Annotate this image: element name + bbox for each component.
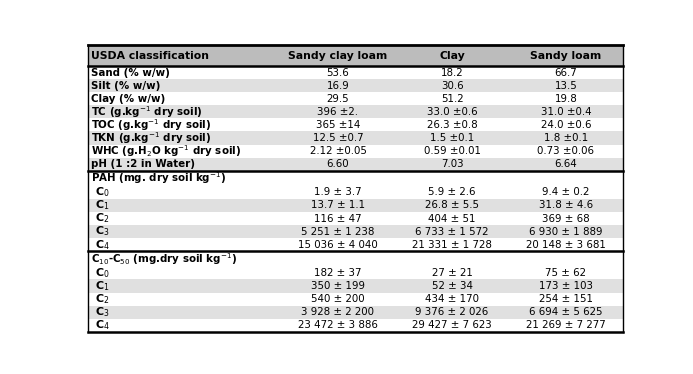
Text: 51.2: 51.2 xyxy=(441,94,464,104)
Text: Sandy clay loam: Sandy clay loam xyxy=(288,51,387,61)
Text: C$_3$: C$_3$ xyxy=(95,305,109,319)
Bar xyxy=(88,186,622,199)
Text: 18.2: 18.2 xyxy=(441,68,464,78)
Text: 9 376 ± 2 026: 9 376 ± 2 026 xyxy=(416,307,489,317)
Bar xyxy=(88,306,622,319)
Bar xyxy=(88,46,622,66)
Bar xyxy=(88,66,622,79)
Bar xyxy=(88,319,622,332)
Bar xyxy=(88,144,622,157)
Text: 404 ± 51: 404 ± 51 xyxy=(428,214,476,224)
Bar xyxy=(88,238,622,251)
Text: 1.5 ±0.1: 1.5 ±0.1 xyxy=(430,133,474,143)
Text: C$_4$: C$_4$ xyxy=(95,318,110,332)
Bar xyxy=(88,251,622,266)
Text: 20 148 ± 3 681: 20 148 ± 3 681 xyxy=(526,240,606,250)
Text: TC (g.kg$^{-1}$ dry soil): TC (g.kg$^{-1}$ dry soil) xyxy=(91,104,202,120)
Text: 21 269 ± 7 277: 21 269 ± 7 277 xyxy=(526,320,606,330)
Text: C$_4$: C$_4$ xyxy=(95,238,110,252)
Text: C$_2$: C$_2$ xyxy=(95,212,109,226)
Text: 16.9: 16.9 xyxy=(326,81,349,91)
Text: 369 ± 68: 369 ± 68 xyxy=(542,214,590,224)
Text: Clay (% w/w): Clay (% w/w) xyxy=(91,94,165,104)
Text: 6.64: 6.64 xyxy=(554,159,577,169)
Text: 116 ± 47: 116 ± 47 xyxy=(314,214,362,224)
Text: C$_1$: C$_1$ xyxy=(95,199,109,212)
Text: 2.12 ±0.05: 2.12 ±0.05 xyxy=(310,146,367,156)
Text: Silt (% w/w): Silt (% w/w) xyxy=(91,81,160,91)
Text: 27 ± 21: 27 ± 21 xyxy=(432,268,473,278)
Text: C$_2$: C$_2$ xyxy=(95,292,109,306)
Text: 21 331 ± 1 728: 21 331 ± 1 728 xyxy=(412,240,492,250)
Text: PAH (mg. dry soil kg$^{-1}$): PAH (mg. dry soil kg$^{-1}$) xyxy=(91,170,226,186)
Text: C$_{10}$-C$_{50}$ (mg.dry soil kg$^{-1}$): C$_{10}$-C$_{50}$ (mg.dry soil kg$^{-1}$… xyxy=(91,251,237,267)
Text: 396 ±2.: 396 ±2. xyxy=(317,107,358,117)
Text: 29 427 ± 7 623: 29 427 ± 7 623 xyxy=(412,320,492,330)
Text: Clay: Clay xyxy=(439,51,465,61)
Text: 6 930 ± 1 889: 6 930 ± 1 889 xyxy=(529,227,603,237)
Bar xyxy=(88,279,622,292)
Text: Sand (% w/w): Sand (% w/w) xyxy=(91,68,170,78)
Text: 24.0 ±0.6: 24.0 ±0.6 xyxy=(541,120,591,130)
Text: 7.03: 7.03 xyxy=(441,159,464,169)
Text: 75 ± 62: 75 ± 62 xyxy=(545,268,586,278)
Bar xyxy=(88,266,622,279)
Text: 540 ± 200: 540 ± 200 xyxy=(311,294,365,304)
Text: C$_0$: C$_0$ xyxy=(95,186,110,199)
Text: 31.0 ±0.4: 31.0 ±0.4 xyxy=(541,107,591,117)
Text: 6.60: 6.60 xyxy=(326,159,349,169)
Text: TKN (g.kg$^{-1}$ dry soil): TKN (g.kg$^{-1}$ dry soil) xyxy=(91,130,211,146)
Bar xyxy=(88,171,622,186)
Text: 29.5: 29.5 xyxy=(326,94,349,104)
Bar xyxy=(88,131,622,144)
Text: 13.5: 13.5 xyxy=(554,81,577,91)
Bar xyxy=(88,79,622,92)
Text: 6 694 ± 5 625: 6 694 ± 5 625 xyxy=(529,307,603,317)
Text: 9.4 ± 0.2: 9.4 ± 0.2 xyxy=(543,187,590,197)
Text: 13.7 ± 1.1: 13.7 ± 1.1 xyxy=(311,200,365,211)
Bar xyxy=(88,292,622,306)
Text: 5 251 ± 1 238: 5 251 ± 1 238 xyxy=(301,227,375,237)
Text: 31.8 ± 4.6: 31.8 ± 4.6 xyxy=(539,200,593,211)
Text: C$_1$: C$_1$ xyxy=(95,279,109,293)
Text: TOC (g.kg$^{-1}$ dry soil): TOC (g.kg$^{-1}$ dry soil) xyxy=(91,117,211,133)
Bar xyxy=(88,105,622,119)
Text: 0.73 ±0.06: 0.73 ±0.06 xyxy=(538,146,595,156)
Text: Sandy loam: Sandy loam xyxy=(530,51,602,61)
Text: 30.6: 30.6 xyxy=(441,81,464,91)
Text: 182 ± 37: 182 ± 37 xyxy=(314,268,362,278)
Text: 19.8: 19.8 xyxy=(554,94,577,104)
Text: 5.9 ± 2.6: 5.9 ± 2.6 xyxy=(428,187,476,197)
Bar xyxy=(88,212,622,225)
Text: 12.5 ±0.7: 12.5 ±0.7 xyxy=(313,133,363,143)
Bar xyxy=(88,157,622,171)
Text: 254 ± 151: 254 ± 151 xyxy=(539,294,593,304)
Text: 0.59 ±0.01: 0.59 ±0.01 xyxy=(423,146,481,156)
Text: 365 ±14: 365 ±14 xyxy=(316,120,360,130)
Bar xyxy=(88,199,622,212)
Text: 53.6: 53.6 xyxy=(326,68,349,78)
Bar xyxy=(88,225,622,238)
Text: 66.7: 66.7 xyxy=(554,68,577,78)
Bar xyxy=(88,92,622,105)
Text: 33.0 ±0.6: 33.0 ±0.6 xyxy=(427,107,477,117)
Text: 23 472 ± 3 886: 23 472 ± 3 886 xyxy=(298,320,378,330)
Text: 1.8 ±0.1: 1.8 ±0.1 xyxy=(544,133,588,143)
Text: 15 036 ± 4 040: 15 036 ± 4 040 xyxy=(298,240,378,250)
Text: WHC (g.H$_2$O kg$^{-1}$ dry soil): WHC (g.H$_2$O kg$^{-1}$ dry soil) xyxy=(91,143,241,159)
Bar xyxy=(88,119,622,131)
Text: 434 ± 170: 434 ± 170 xyxy=(425,294,479,304)
Text: 3 928 ± 2 200: 3 928 ± 2 200 xyxy=(301,307,374,317)
Text: 1.9 ± 3.7: 1.9 ± 3.7 xyxy=(314,187,362,197)
Text: C$_3$: C$_3$ xyxy=(95,225,109,239)
Text: pH (1 :2 in Water): pH (1 :2 in Water) xyxy=(91,159,195,169)
Text: USDA classification: USDA classification xyxy=(91,51,209,61)
Text: 26.3 ±0.8: 26.3 ±0.8 xyxy=(427,120,477,130)
Text: C$_0$: C$_0$ xyxy=(95,266,110,280)
Text: 52 ± 34: 52 ± 34 xyxy=(432,281,473,291)
Text: 350 ± 199: 350 ± 199 xyxy=(311,281,365,291)
Text: 26.8 ± 5.5: 26.8 ± 5.5 xyxy=(425,200,479,211)
Text: 6 733 ± 1 572: 6 733 ± 1 572 xyxy=(415,227,489,237)
Text: 173 ± 103: 173 ± 103 xyxy=(539,281,593,291)
